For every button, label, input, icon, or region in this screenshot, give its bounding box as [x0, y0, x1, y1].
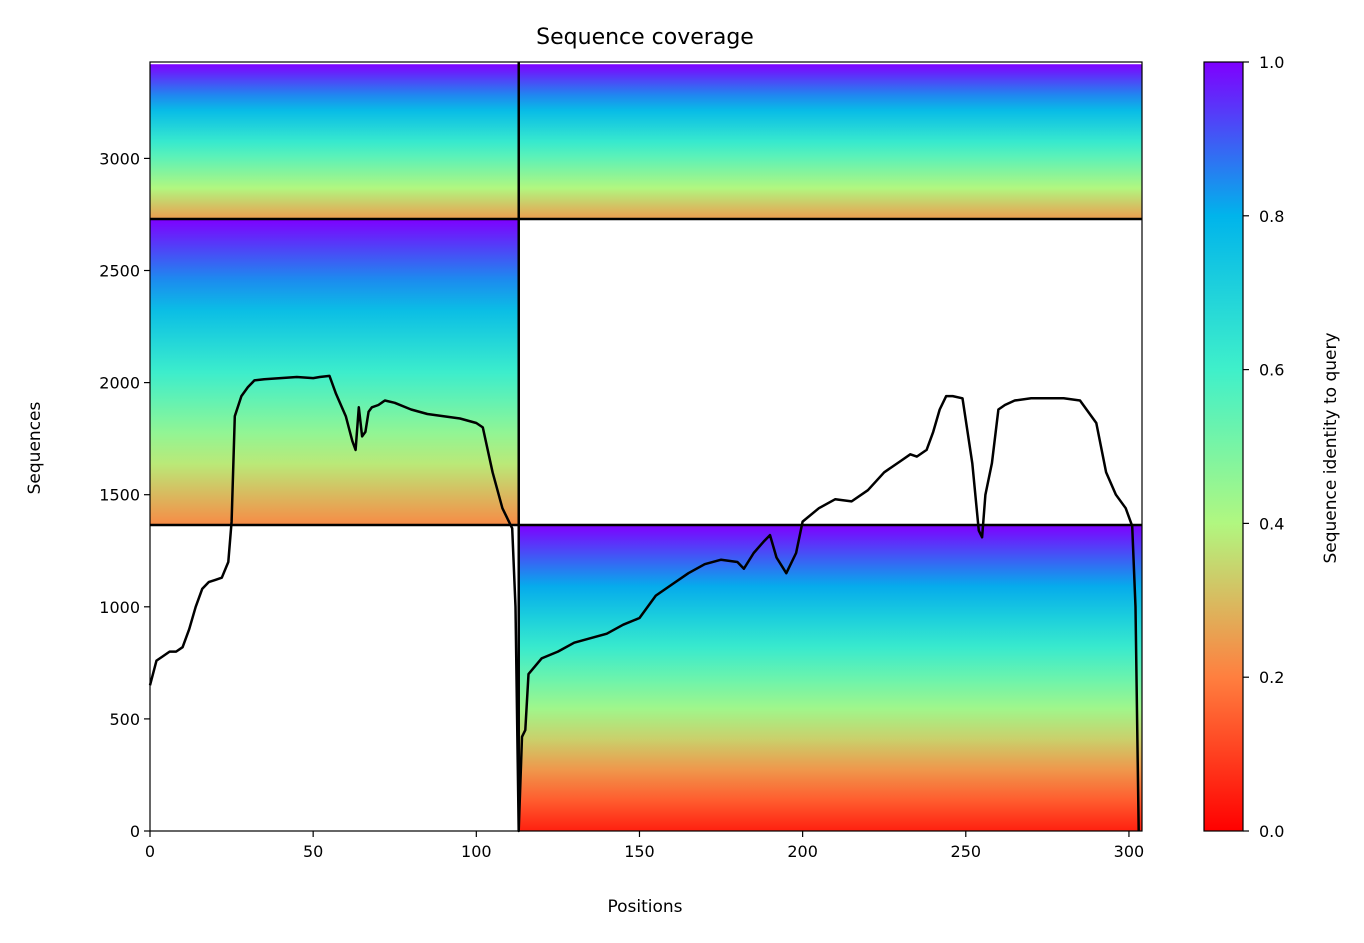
x-tick-label: 250 [951, 842, 982, 861]
x-tick-label: 100 [461, 842, 492, 861]
y-tick-label: 1500 [99, 486, 140, 505]
x-tick-label: 50 [303, 842, 323, 861]
colorbar-gradient [1203, 61, 1244, 832]
x-tick-label: 300 [1114, 842, 1145, 861]
colorbar-label: Sequence identity to query [1321, 332, 1341, 563]
y-tick-label: 1000 [99, 598, 140, 617]
y-axis: 0 500 1000 1500 2000 2500 3000 [99, 149, 150, 841]
y-tick-label: 3000 [99, 149, 140, 168]
colorbar: 0.0 0.2 0.4 0.6 0.8 1.0 [1203, 53, 1284, 841]
colorbar-tick-label: 1.0 [1259, 53, 1284, 72]
colorbar-tick-label: 0.6 [1259, 361, 1284, 380]
msa-block-2 [518, 64, 1142, 219]
x-axis-label: Positions [607, 897, 682, 917]
msa-block-3 [150, 218, 519, 525]
msa-block-4 [518, 524, 1142, 831]
x-tick-label: 200 [787, 842, 818, 861]
plot-frame [149, 61, 1143, 832]
chart-title: Sequence coverage [536, 25, 754, 50]
colorbar-tick-label: 0.4 [1259, 514, 1284, 533]
x-tick-label: 150 [624, 842, 655, 861]
y-tick-label: 0 [130, 822, 140, 841]
y-axis-label: Sequences [25, 402, 45, 495]
y-tick-label: 2500 [99, 262, 140, 281]
plot-area [148, 61, 1143, 833]
colorbar-tick-label: 0.2 [1259, 668, 1284, 687]
colorbar-tick-label: 0.8 [1259, 207, 1284, 226]
x-tick-label: 0 [145, 842, 155, 861]
y-tick-label: 500 [109, 710, 140, 729]
x-axis: 0 50 100 150 200 250 300 [145, 831, 1144, 861]
colorbar-tick-label: 0.0 [1259, 822, 1284, 841]
coverage-line [148, 374, 1140, 833]
msa-block-1 [150, 64, 519, 219]
y-tick-label: 2000 [99, 374, 140, 393]
